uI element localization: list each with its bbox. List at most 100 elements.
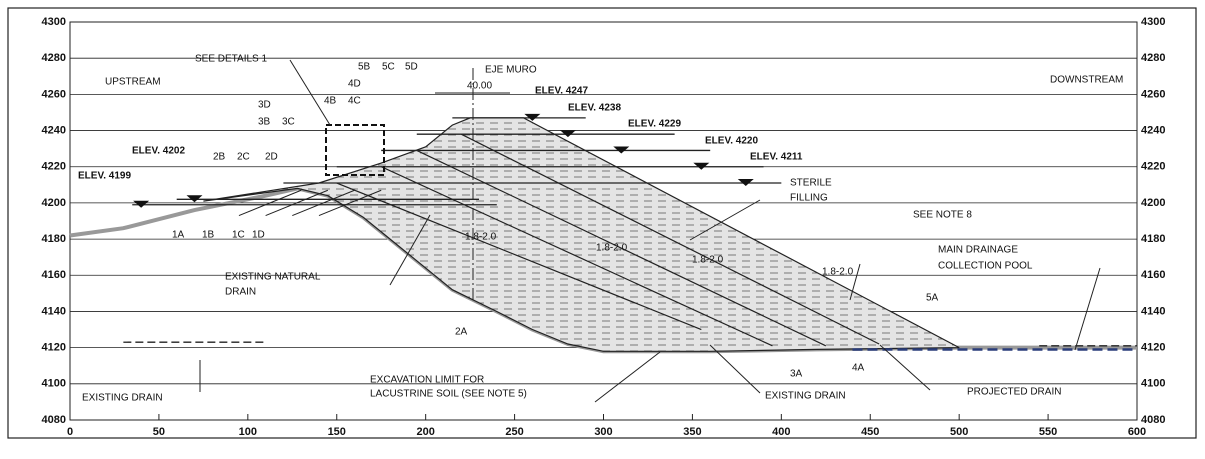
y-tick-label: 4220 — [42, 161, 66, 173]
label: SEE NOTE 8 — [913, 210, 972, 221]
y-tick-label: 4280 — [1141, 52, 1165, 64]
elevation-marker — [186, 195, 203, 203]
y-tick-label: 4300 — [42, 16, 66, 28]
label: 5B — [358, 62, 371, 73]
layer-line — [460, 133, 880, 345]
y-tick-label: 4160 — [42, 269, 66, 281]
x-tick-label: 400 — [772, 426, 790, 438]
layer-line — [336, 182, 702, 331]
label: 1A — [172, 230, 185, 241]
label: 1D — [252, 230, 265, 241]
label: 1.8-2.0 — [465, 232, 497, 243]
layer-line — [238, 189, 302, 217]
y-tick-label: 4100 — [42, 378, 66, 390]
elevation-marker — [524, 113, 541, 121]
label: 2C — [237, 152, 250, 163]
leader-line — [289, 59, 331, 126]
elevation-marker — [559, 130, 576, 138]
x-tick-label: 450 — [861, 426, 879, 438]
label: EXCAVATION LIMIT FOR — [370, 375, 484, 386]
layer-line — [380, 166, 773, 347]
label: LACUSTRINE SOIL (SEE NOTE 5) — [370, 389, 527, 400]
x-tick-label: 0 — [67, 426, 73, 438]
label: 1.8-2.0 — [822, 267, 854, 278]
x-tick-label: 600 — [1128, 426, 1146, 438]
label: EXISTING NATURAL — [225, 272, 321, 283]
label: ELEV. 4211 — [750, 152, 803, 163]
detail-box — [325, 124, 385, 176]
label: 5C — [382, 62, 395, 73]
y-tick-label: 4160 — [1141, 269, 1165, 281]
y-tick-label: 4260 — [1141, 88, 1165, 100]
label: DOWNSTREAM — [1050, 75, 1123, 86]
y-tick-label: 4100 — [1141, 378, 1165, 390]
label: 1.8-2.0 — [692, 255, 724, 266]
label: 1.8-2.0 — [596, 243, 628, 254]
label: 40.00 — [467, 81, 492, 92]
label: 3A — [790, 369, 803, 380]
x-tick-label: 350 — [683, 426, 701, 438]
label: ELEV. 4202 — [132, 146, 185, 157]
x-tick-label: 300 — [594, 426, 612, 438]
label: ELEV. 4199 — [78, 171, 131, 182]
label: PROJECTED DRAIN — [967, 387, 1061, 398]
label: COLLECTION POOL — [938, 261, 1033, 272]
y-tick-label: 4300 — [1141, 16, 1165, 28]
x-tick-label: 500 — [950, 426, 968, 438]
elevation-marker — [133, 200, 150, 208]
leader-line — [594, 351, 661, 403]
x-tick-label: 250 — [505, 426, 523, 438]
y-tick-label: 4140 — [42, 305, 66, 317]
label: FILLING — [790, 193, 828, 204]
label: 5D — [405, 62, 418, 73]
y-tick-label: 4200 — [42, 197, 66, 209]
x-tick-label: 200 — [416, 426, 434, 438]
leader-line — [849, 263, 861, 301]
label: EJE MURO — [485, 65, 537, 76]
y-tick-label: 4220 — [1141, 161, 1165, 173]
y-tick-label: 4120 — [1141, 342, 1165, 354]
y-tick-label: 4180 — [1141, 233, 1165, 245]
label: EXISTING DRAIN — [765, 391, 846, 402]
y-tick-label: 4120 — [42, 342, 66, 354]
leader-line — [689, 199, 761, 241]
label: 2D — [265, 152, 278, 163]
leader-line — [1074, 267, 1101, 351]
leader-line — [879, 344, 931, 391]
y-tick-label: 4200 — [1141, 197, 1165, 209]
y-tick-label: 4240 — [42, 124, 66, 136]
label: 2B — [213, 152, 226, 163]
layer-line — [318, 189, 382, 217]
y-tick-label: 4180 — [42, 233, 66, 245]
label: ELEV. 4220 — [705, 136, 758, 147]
y-tick-label: 4080 — [1141, 414, 1165, 426]
x-tick-label: 150 — [328, 426, 346, 438]
label: SEE DETAILS 1 — [195, 54, 268, 65]
label: MAIN DRAINAGE — [938, 245, 1018, 256]
label: 1C — [232, 230, 245, 241]
label: 1B — [202, 230, 215, 241]
label: UPSTREAM — [105, 77, 161, 88]
elevation-marker — [693, 162, 710, 170]
label: ELEV. 4229 — [628, 119, 681, 130]
frame — [7, 7, 1197, 439]
label: 3B — [258, 117, 271, 128]
y-tick-label: 4140 — [1141, 305, 1165, 317]
layer-line — [265, 189, 329, 217]
y-tick-label: 4280 — [42, 52, 66, 64]
label: 5A — [926, 293, 939, 304]
label: ELEV. 4247 — [535, 86, 588, 97]
label: 3C — [282, 117, 295, 128]
x-tick-label: 100 — [239, 426, 257, 438]
y-tick-label: 4260 — [42, 88, 66, 100]
label: 3D — [258, 100, 271, 111]
label: DRAIN — [225, 287, 256, 298]
leader-line — [389, 214, 431, 286]
elevation-marker — [613, 146, 630, 154]
y-tick-label: 4080 — [42, 414, 66, 426]
x-tick-label: 50 — [153, 426, 165, 438]
label: 2A — [455, 327, 468, 338]
label: ELEV. 4238 — [568, 103, 621, 114]
leader-line — [709, 344, 761, 394]
